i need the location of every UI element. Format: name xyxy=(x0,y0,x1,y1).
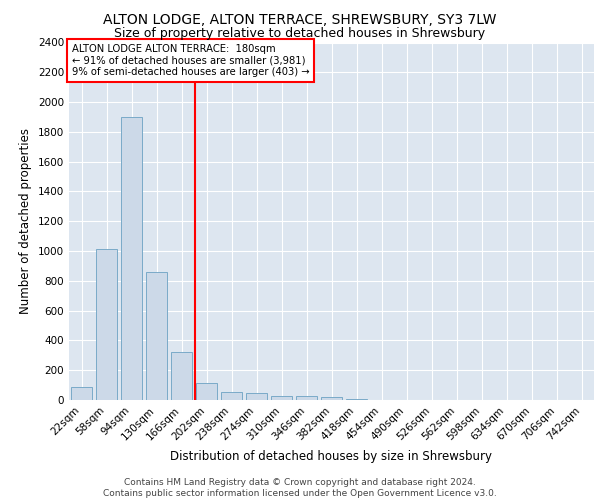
Bar xyxy=(121,117,142,400)
Bar xyxy=(146,272,167,400)
Bar xyxy=(171,352,192,400)
Bar xyxy=(271,396,292,400)
Text: Contains HM Land Registry data © Crown copyright and database right 2024.
Contai: Contains HM Land Registry data © Crown c… xyxy=(103,478,497,498)
Bar xyxy=(96,249,117,400)
Bar xyxy=(321,397,342,400)
Bar xyxy=(296,396,317,400)
Bar xyxy=(221,392,242,400)
Text: ALTON LODGE, ALTON TERRACE, SHREWSBURY, SY3 7LW: ALTON LODGE, ALTON TERRACE, SHREWSBURY, … xyxy=(103,12,497,26)
X-axis label: Distribution of detached houses by size in Shrewsbury: Distribution of detached houses by size … xyxy=(170,450,493,463)
Bar xyxy=(196,383,217,400)
Bar xyxy=(71,386,92,400)
Y-axis label: Number of detached properties: Number of detached properties xyxy=(19,128,32,314)
Text: ALTON LODGE ALTON TERRACE:  180sqm
← 91% of detached houses are smaller (3,981)
: ALTON LODGE ALTON TERRACE: 180sqm ← 91% … xyxy=(71,44,309,78)
Text: Size of property relative to detached houses in Shrewsbury: Size of property relative to detached ho… xyxy=(115,28,485,40)
Bar xyxy=(246,394,267,400)
